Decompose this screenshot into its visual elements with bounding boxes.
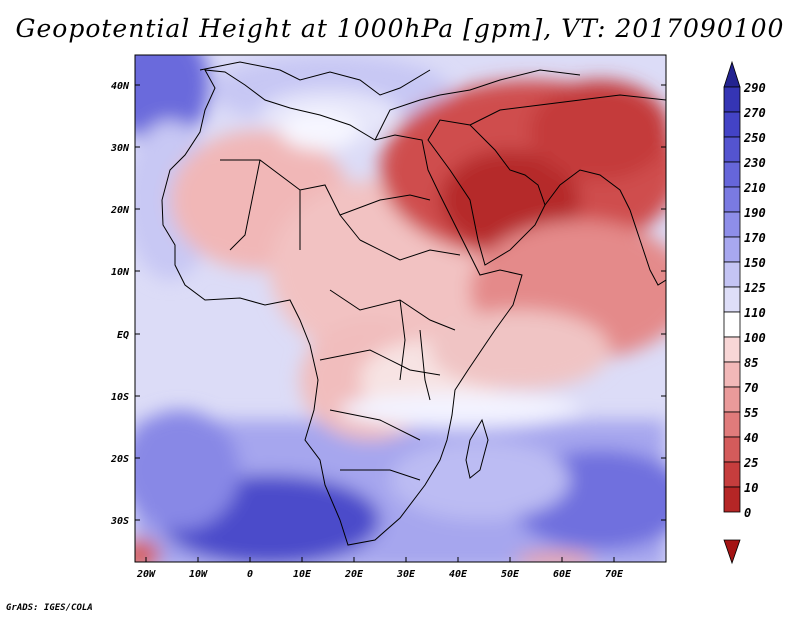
y-tick-10n: 10N — [111, 267, 130, 278]
colorbar-label-55: 55 — [744, 406, 758, 420]
x-tick-20w: 20W — [136, 569, 156, 580]
x-tick-50e: 50E — [501, 569, 520, 580]
colorbar-label-85: 85 — [744, 356, 758, 370]
colorbar-swatch — [723, 261, 741, 288]
x-axis: 20W 10W 0 10E 20E 30E 40E 50E 60E 70E — [136, 557, 624, 580]
colorbar-swatch — [723, 486, 741, 513]
colorbar-label-70: 70 — [744, 381, 758, 395]
x-tick-20e: 20E — [344, 569, 364, 580]
y-tick-30s: 30S — [110, 516, 129, 527]
colorbar-label-210: 210 — [743, 181, 766, 195]
colorbar-label-150: 150 — [744, 256, 766, 270]
colorbar-label-100: 100 — [744, 331, 766, 345]
colorbar-swatch — [723, 186, 741, 213]
colorbar-swatch — [723, 386, 741, 413]
coastlines — [161, 61, 666, 546]
colorbar-swatch — [723, 236, 741, 263]
x-tick-40e: 40E — [449, 569, 468, 580]
colorbar-swatch — [723, 286, 741, 313]
colorbar-swatch — [723, 86, 741, 113]
x-tick-70e: 70E — [605, 569, 624, 580]
colorbar-swatch — [723, 461, 741, 488]
x-tick-10e: 10E — [293, 569, 312, 580]
colorbar-top-arrow — [723, 60, 741, 88]
y-tick-40n: 40N — [111, 81, 130, 92]
colorbar-label-290: 290 — [743, 81, 766, 95]
colorbar-label-110: 110 — [744, 306, 766, 320]
height-field — [135, 55, 666, 562]
colorbar-label-125: 125 — [744, 281, 766, 295]
y-tick-20s: 20S — [110, 454, 129, 465]
x-tick-60e: 60E — [553, 569, 572, 580]
colorbar-swatch — [723, 336, 741, 363]
x-tick-30e: 30E — [396, 569, 416, 580]
x-tick-0: 0 — [247, 569, 253, 580]
colorbar-label-250: 250 — [743, 131, 766, 145]
colorbar-label-0: 0 — [744, 506, 751, 520]
colorbar-swatch — [723, 136, 741, 163]
colorbar-swatch — [723, 161, 741, 188]
y-tick-20n: 20N — [110, 205, 130, 216]
colorbar-label-170: 170 — [744, 231, 766, 245]
colorbar-label-25: 25 — [743, 456, 758, 470]
y-axis: 40N 30N 20N 10N EQ 10S 20S 30S — [110, 81, 666, 527]
colorbar-label-270: 270 — [743, 106, 766, 120]
y-tick-eq: EQ — [117, 330, 129, 341]
colorbar-swatch — [723, 411, 741, 438]
colorbar-label-230: 230 — [743, 156, 766, 170]
y-tick-10s: 10S — [111, 392, 129, 403]
map-frame — [134, 54, 667, 563]
colorbar-label-190: 190 — [744, 206, 766, 220]
colorbar: 290 270 250 230 210 190 170 150 125 110 … — [723, 60, 766, 565]
footer-credit: GrADS: IGES/COLA — [6, 603, 93, 613]
colorbar-swatch — [723, 211, 741, 238]
colorbar-label-10: 10 — [744, 481, 758, 495]
y-tick-30n: 30N — [110, 143, 130, 154]
map-title: Geopotential Height at 1000hPa [gpm], VT… — [15, 14, 785, 43]
colorbar-bottom-arrow — [723, 539, 741, 565]
colorbar-swatch — [723, 361, 741, 388]
colorbar-swatch — [723, 111, 741, 138]
colorbar-swatch — [723, 311, 741, 338]
colorbar-swatch — [723, 436, 741, 463]
x-tick-10w: 10W — [189, 569, 208, 580]
colorbar-label-40: 40 — [744, 431, 758, 445]
